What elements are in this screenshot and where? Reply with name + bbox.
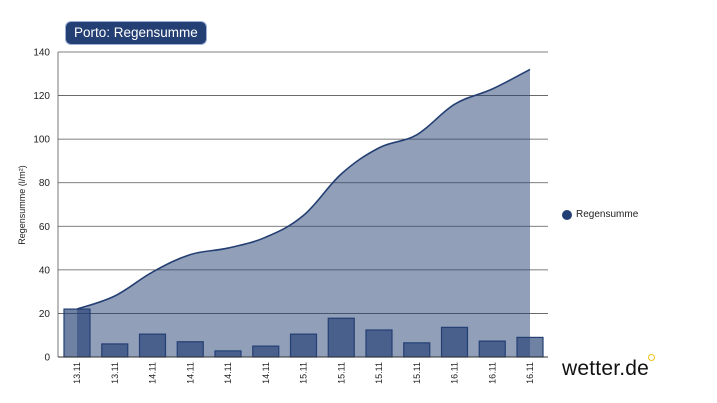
x-tick-label: 15.11 xyxy=(336,362,346,384)
area-line xyxy=(76,68,531,310)
bar[interactable] xyxy=(327,317,355,358)
x-tick-label: 13.11 xyxy=(72,362,82,384)
y-axis: 0 20 40 60 80 100 120 140 xyxy=(33,48,59,364)
bar[interactable] xyxy=(289,333,318,358)
logo-accent-dot xyxy=(648,354,655,361)
legend-swatch xyxy=(562,209,572,220)
y-tick-label: 20 xyxy=(39,309,51,320)
bar[interactable] xyxy=(516,336,544,358)
bar[interactable] xyxy=(252,345,280,358)
x-tick-label: 16.11 xyxy=(450,362,460,384)
x-tick-label: 15.11 xyxy=(412,362,422,384)
y-axis-label: Regensumme (l/m²) xyxy=(17,165,27,245)
x-axis: 13.11 13.11 14.11 14.11 14.11 14.11 15.11 15.11… xyxy=(58,356,548,384)
x-tick-label: 14.11 xyxy=(261,362,271,384)
y-tick-label: 40 xyxy=(39,265,51,276)
y-tick-label: 80 xyxy=(39,178,51,189)
area-fill xyxy=(77,69,530,357)
bar[interactable] xyxy=(101,343,129,358)
x-tick-label: 13.11 xyxy=(110,362,120,384)
cumulative-area xyxy=(76,68,531,357)
x-tick-label: 14.11 xyxy=(223,362,233,384)
legend[interactable]: Regensumme xyxy=(562,209,638,220)
y-tick-label: 140 xyxy=(33,48,50,59)
bar[interactable] xyxy=(176,341,204,358)
legend-label: Regensumme xyxy=(576,209,639,220)
x-tick-label: 15.11 xyxy=(374,362,384,384)
x-tick-label: 15.11 xyxy=(299,362,309,384)
x-tick-label: 14.11 xyxy=(185,362,195,384)
bar[interactable] xyxy=(440,326,469,358)
bar[interactable] xyxy=(478,340,506,358)
x-tick-label: 16.11 xyxy=(525,362,535,384)
x-tick-label: 14.11 xyxy=(148,362,158,384)
brand-logo: wetter.de xyxy=(562,357,650,380)
bar[interactable] xyxy=(138,333,167,358)
bar[interactable] xyxy=(365,329,393,358)
y-tick-label: 60 xyxy=(39,222,51,233)
bar[interactable] xyxy=(214,350,242,358)
bars xyxy=(63,308,544,358)
y-tick-label: 0 xyxy=(44,353,50,364)
y-tick-label: 100 xyxy=(33,135,50,146)
bar[interactable] xyxy=(63,308,91,358)
x-tick-label: 16.11 xyxy=(487,362,497,384)
bar[interactable] xyxy=(403,342,431,358)
y-tick-label: 120 xyxy=(33,91,50,102)
chart-title: Porto: Regensumme xyxy=(66,22,206,44)
